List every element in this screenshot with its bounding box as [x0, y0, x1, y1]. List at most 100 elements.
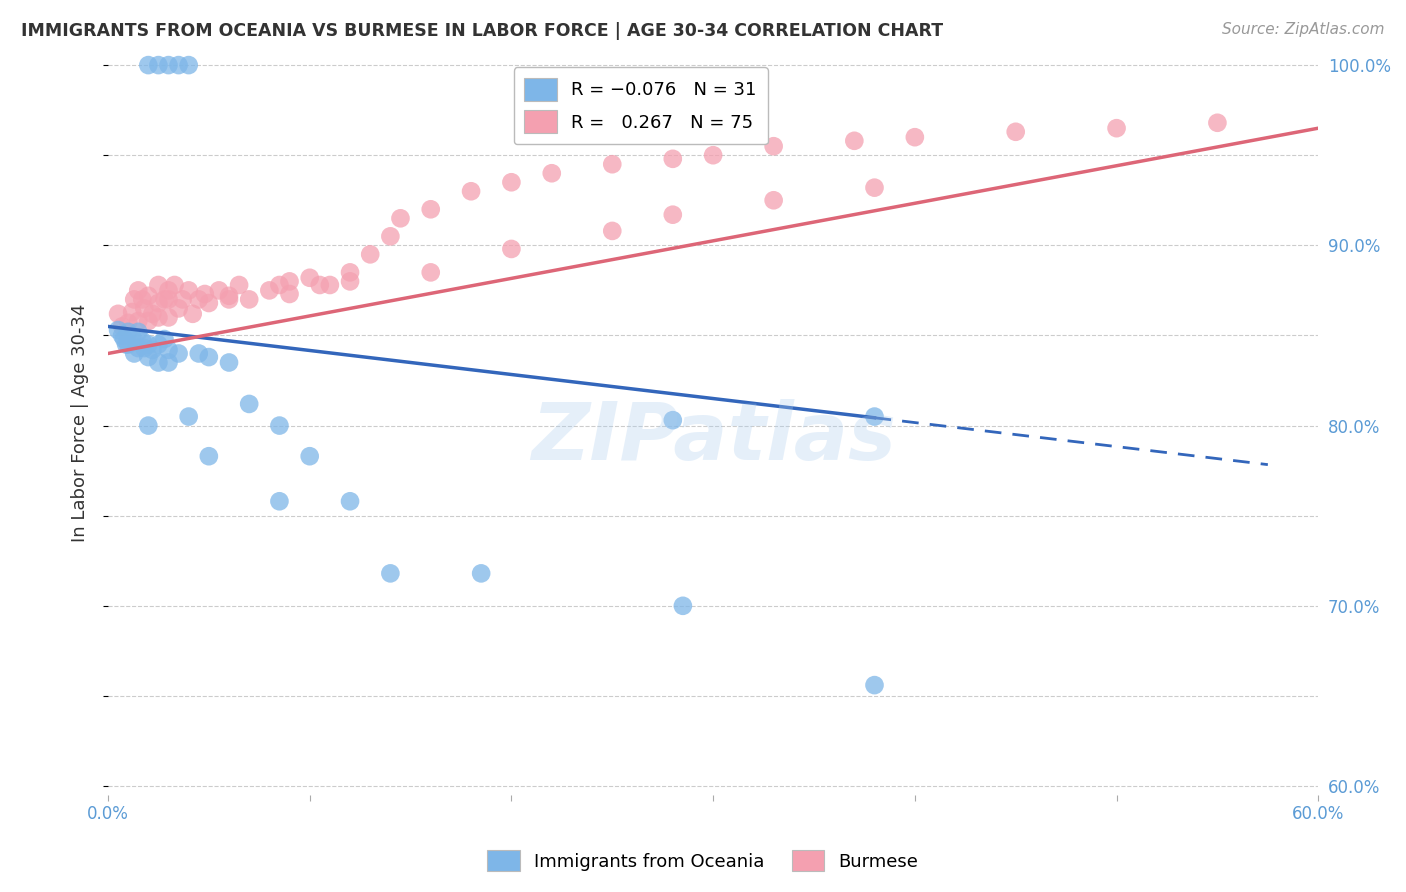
Point	[141, 307, 163, 321]
Point	[117, 325, 139, 339]
Point	[148, 310, 170, 325]
Point	[863, 678, 886, 692]
Point	[863, 409, 886, 424]
Point	[153, 332, 176, 346]
Point	[194, 287, 217, 301]
Point	[1004, 125, 1026, 139]
Point	[167, 301, 190, 316]
Point	[117, 337, 139, 351]
Point	[662, 208, 685, 222]
Point	[136, 289, 159, 303]
Point	[167, 58, 190, 72]
Point	[1206, 116, 1229, 130]
Point	[238, 293, 260, 307]
Point	[380, 229, 402, 244]
Point	[181, 307, 204, 321]
Point	[228, 277, 250, 292]
Point	[359, 247, 381, 261]
Point	[218, 355, 240, 369]
Point	[662, 152, 685, 166]
Point	[172, 293, 194, 307]
Point	[148, 355, 170, 369]
Point	[1105, 121, 1128, 136]
Point	[298, 270, 321, 285]
Point	[148, 58, 170, 72]
Point	[121, 305, 143, 319]
Point	[600, 157, 623, 171]
Point	[136, 337, 159, 351]
Point	[238, 397, 260, 411]
Point	[107, 323, 129, 337]
Point	[136, 350, 159, 364]
Point	[157, 58, 180, 72]
Point	[672, 599, 695, 613]
Point	[153, 293, 176, 307]
Point	[177, 409, 200, 424]
Point	[198, 449, 221, 463]
Point	[127, 284, 149, 298]
Point	[131, 293, 153, 307]
Point	[121, 330, 143, 344]
Point	[112, 332, 135, 346]
Point	[269, 418, 291, 433]
Point	[187, 293, 209, 307]
Point	[208, 284, 231, 298]
Point	[163, 277, 186, 292]
Point	[177, 58, 200, 72]
Point	[844, 134, 866, 148]
Point	[157, 343, 180, 357]
Point	[131, 334, 153, 348]
Point	[339, 274, 361, 288]
Point	[470, 566, 492, 581]
Point	[111, 319, 134, 334]
Point	[269, 494, 291, 508]
Point	[167, 346, 190, 360]
Point	[136, 418, 159, 433]
Point	[269, 277, 291, 292]
Point	[148, 277, 170, 292]
Point	[136, 314, 159, 328]
Point	[157, 284, 180, 298]
Point	[117, 316, 139, 330]
Y-axis label: In Labor Force | Age 30-34: In Labor Force | Age 30-34	[72, 303, 89, 542]
Point	[419, 265, 441, 279]
Point	[127, 341, 149, 355]
Text: Source: ZipAtlas.com: Source: ZipAtlas.com	[1222, 22, 1385, 37]
Point	[218, 293, 240, 307]
Point	[157, 355, 180, 369]
Point	[762, 139, 785, 153]
Point	[198, 296, 221, 310]
Point	[702, 148, 724, 162]
Point	[136, 58, 159, 72]
Point	[501, 242, 523, 256]
Point	[122, 293, 145, 307]
Text: IMMIGRANTS FROM OCEANIA VS BURMESE IN LABOR FORCE | AGE 30-34 CORRELATION CHART: IMMIGRANTS FROM OCEANIA VS BURMESE IN LA…	[21, 22, 943, 40]
Point	[141, 343, 163, 357]
Point	[177, 284, 200, 298]
Point	[380, 566, 402, 581]
Legend: R = −0.076   N = 31, R =   0.267   N = 75: R = −0.076 N = 31, R = 0.267 N = 75	[513, 67, 768, 145]
Point	[600, 224, 623, 238]
Point	[157, 293, 180, 307]
Point	[298, 449, 321, 463]
Point	[148, 337, 170, 351]
Point	[389, 211, 412, 226]
Point	[278, 287, 301, 301]
Point	[339, 265, 361, 279]
Point	[662, 413, 685, 427]
Point	[187, 346, 209, 360]
Point	[157, 310, 180, 325]
Point	[863, 180, 886, 194]
Point	[540, 166, 562, 180]
Point	[134, 341, 156, 355]
Point	[501, 175, 523, 189]
Point	[134, 301, 156, 316]
Legend: Immigrants from Oceania, Burmese: Immigrants from Oceania, Burmese	[481, 843, 925, 879]
Point	[127, 325, 149, 339]
Point	[460, 184, 482, 198]
Point	[278, 274, 301, 288]
Point	[122, 346, 145, 360]
Point	[762, 194, 785, 208]
Point	[198, 350, 221, 364]
Point	[319, 277, 342, 292]
